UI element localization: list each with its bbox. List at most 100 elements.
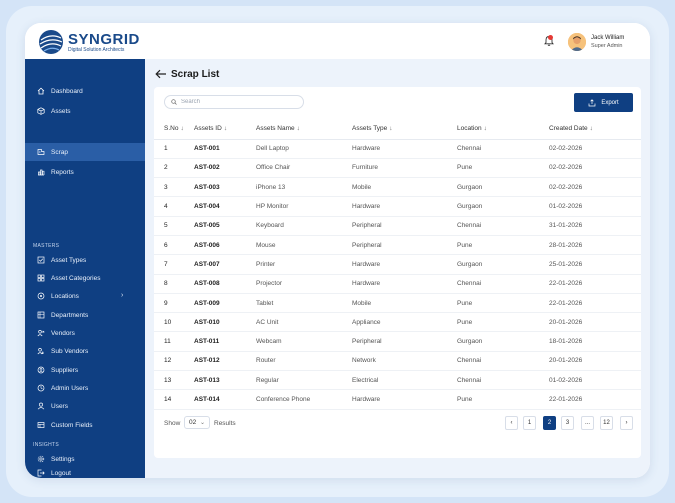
page-button[interactable]: 12 — [600, 416, 613, 430]
fields-icon — [37, 421, 45, 429]
table-row[interactable]: 12 AST-012 Router Network Chennai 20-01-2026 — [154, 351, 641, 372]
prev-page-button[interactable]: ‹ — [505, 416, 518, 430]
cell-asset-name: HP Monitor — [256, 196, 352, 217]
cell-asset-id: AST-007 — [194, 254, 256, 275]
page-button[interactable]: 3 — [561, 416, 574, 430]
table-row[interactable]: 13 AST-013 Regular Electrical Chennai 01-02-2… — [154, 370, 641, 391]
table-row[interactable]: 14 AST-014 Conference Phone Hardware Pune 22-… — [154, 389, 641, 410]
sidebar-item-scrap[interactable]: Scrap — [25, 143, 145, 161]
column-header-sno[interactable]: S.No ↓ — [154, 119, 194, 140]
sidebar-item-dashboard[interactable]: Dashboard — [25, 82, 145, 100]
sidebar-item-users[interactable]: Users — [25, 397, 145, 415]
page-size-select[interactable]: 02 ⌄ — [184, 416, 210, 429]
sidebar-item-sub-vendors[interactable]: Sub Vendors — [25, 342, 145, 360]
scrap-table: S.No ↓ Assets ID ↓ Assets Name ↓ Assets Typ… — [154, 119, 641, 410]
search-box[interactable] — [164, 95, 304, 109]
avatar[interactable] — [568, 33, 586, 51]
brand-logo[interactable]: SYNGRID Digital Solution Architects — [38, 29, 158, 55]
cell-created-date: 22-01-2026 — [549, 293, 641, 314]
table-row[interactable]: 11 AST-011 Webcam Peripheral Gurgaon 18-01-20… — [154, 331, 641, 352]
table-row[interactable]: 8 AST-008 Projector Hardware Chennai 22-01-20… — [154, 274, 641, 294]
table-row[interactable]: 4 AST-004 HP Monitor Hardware Gurgaon 01-02-2… — [154, 196, 641, 217]
table-row[interactable]: 9 AST-009 Tablet Mobile Pune 22-01-2026 — [154, 293, 641, 314]
sidebar-item-label: Admin Users — [51, 384, 89, 392]
sidebar-item-label: Custom Fields — [51, 421, 93, 429]
avatar-image-icon — [568, 33, 586, 51]
cell-asset-type: Hardware — [352, 389, 457, 410]
cell-asset-type: Peripheral — [352, 216, 457, 236]
cell-sno: 2 — [154, 158, 194, 179]
sidebar-item-vendors[interactable]: Vendors — [25, 324, 145, 342]
table-row[interactable]: 5 AST-005 Keyboard Peripheral Chennai 31-01-2… — [154, 216, 641, 236]
column-header-created-date[interactable]: Created Date ↓ — [549, 119, 641, 140]
sidebar-item-label: Departments — [51, 311, 89, 319]
cell-location: Chennai — [457, 139, 549, 159]
insights-section-label: INSIGHTS — [33, 442, 60, 448]
chart-icon — [37, 168, 45, 176]
cell-location: Pune — [457, 293, 549, 314]
cell-location: Pune — [457, 158, 549, 179]
cell-sno: 3 — [154, 177, 194, 198]
cell-location: Pune — [457, 389, 549, 410]
cell-location: Chennai — [457, 370, 549, 391]
next-page-button[interactable]: › — [620, 416, 633, 430]
page-header: Scrap List — [155, 68, 219, 80]
grid-icon — [37, 274, 45, 282]
column-header-asset-type[interactable]: Assets Type ↓ — [352, 119, 457, 140]
sidebar-item-logout[interactable]: Logout — [25, 464, 145, 478]
cell-location: Chennai — [457, 274, 549, 294]
cell-created-date: 20-01-2026 — [549, 351, 641, 372]
cell-asset-id: AST-008 — [194, 274, 256, 294]
sidebar-item-locations[interactable]: Locations › — [25, 287, 145, 305]
cell-asset-type: Hardware — [352, 196, 457, 217]
cell-asset-name: Webcam — [256, 331, 352, 352]
arrow-left-icon[interactable] — [155, 69, 167, 79]
cell-asset-name: Conference Phone — [256, 389, 352, 410]
box-icon — [37, 107, 45, 115]
cell-asset-id: AST-005 — [194, 216, 256, 236]
table-row[interactable]: 6 AST-006 Mouse Peripheral Pune 28-01-2026 — [154, 235, 641, 256]
column-header-asset-id[interactable]: Assets ID ↓ — [194, 119, 256, 140]
user-icon — [37, 402, 45, 410]
cell-asset-id: AST-014 — [194, 389, 256, 410]
sidebar-item-suppliers[interactable]: Suppliers — [25, 361, 145, 379]
cell-created-date: 31-01-2026 — [549, 216, 641, 236]
sidebar-item-label: Suppliers — [51, 366, 79, 374]
cell-sno: 7 — [154, 254, 194, 275]
sidebar-item-asset-types[interactable]: Asset Types — [25, 251, 145, 269]
sidebar-item-reports[interactable]: Reports — [25, 163, 145, 181]
sidebar-item-settings[interactable]: Settings — [25, 450, 145, 468]
page-ellipsis: ... — [581, 416, 594, 430]
sidebar-item-label: Settings — [51, 455, 75, 463]
cell-created-date: 02-02-2026 — [549, 158, 641, 179]
page-button[interactable]: 1 — [523, 416, 536, 430]
sidebar-item-assets[interactable]: Assets — [25, 102, 145, 120]
sidebar-item-label: Sub Vendors — [51, 347, 89, 355]
sort-down-icon: ↓ — [223, 125, 228, 133]
table-row[interactable]: 10 AST-010 AC Unit Appliance Pune 20-01-2026 — [154, 312, 641, 333]
table-row[interactable]: 7 AST-007 Printer Hardware Gurgaon 25-01-2026 — [154, 254, 641, 275]
page-button[interactable]: 2 — [543, 416, 556, 430]
search-input[interactable] — [181, 99, 301, 105]
sidebar-item-custom-fields[interactable]: Custom Fields — [25, 416, 145, 434]
cell-asset-id: AST-004 — [194, 196, 256, 217]
sidebar-item-admin-users[interactable]: Admin Users — [25, 379, 145, 397]
sidebar-item-asset-categories[interactable]: Asset Categories — [25, 269, 145, 287]
cell-location: Gurgaon — [457, 196, 549, 217]
table-row[interactable]: 1 AST-001 Dell Laptop Hardware Chennai 02-02-… — [154, 139, 641, 159]
cell-asset-name: Projector — [256, 274, 352, 294]
main-content: Scrap List Export S.No↓ — [145, 59, 650, 478]
globe-logo-icon — [39, 30, 63, 54]
table-row[interactable]: 3 AST-003 iPhone 13 Mobile Gurgaon 02-02-2026 — [154, 177, 641, 198]
table-row[interactable]: 2 AST-002 Office Chair Furniture Pune 02-02-2… — [154, 158, 641, 179]
cell-asset-type: Mobile — [352, 177, 457, 198]
cell-created-date: 01-02-2026 — [549, 370, 641, 391]
sidebar-item-departments[interactable]: Departments — [25, 306, 145, 324]
column-header-asset-name[interactable]: Assets Name ↓ — [256, 119, 352, 140]
column-header-location[interactable]: Location ↓ — [457, 119, 549, 140]
cell-asset-id: AST-006 — [194, 235, 256, 256]
cell-sno: 14 — [154, 389, 194, 410]
home-icon — [37, 87, 45, 95]
cell-asset-id: AST-012 — [194, 351, 256, 372]
export-button[interactable]: Export — [574, 93, 633, 112]
